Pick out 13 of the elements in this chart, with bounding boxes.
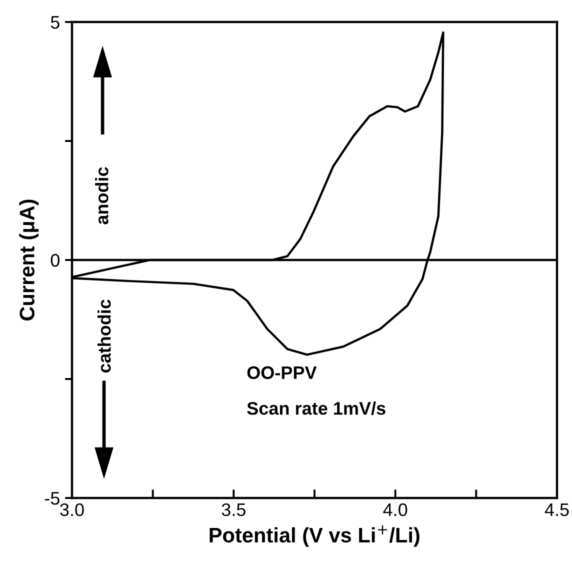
x-tick-label: 3.5 (222, 503, 246, 516)
y-tick-label: 5 (50, 16, 60, 29)
y-tick-label: -5 (44, 492, 60, 505)
y-tick-label: 0 (50, 254, 60, 267)
annotation: OO-PPV (247, 366, 317, 380)
y-axis-title: Current (μA) (19, 200, 39, 320)
annotation: Scan rate 1mV/s (247, 402, 386, 415)
annotation: cathodic (98, 300, 111, 373)
x-tick-label: 4.5 (544, 504, 569, 516)
x-axis-title: Potential (V vs Li$^{+}$/Li) (210, 525, 420, 547)
x-tick-label: 4.0 (383, 503, 408, 516)
annotation: anodic (95, 167, 108, 224)
x-tick-label: 3.0 (60, 503, 84, 516)
